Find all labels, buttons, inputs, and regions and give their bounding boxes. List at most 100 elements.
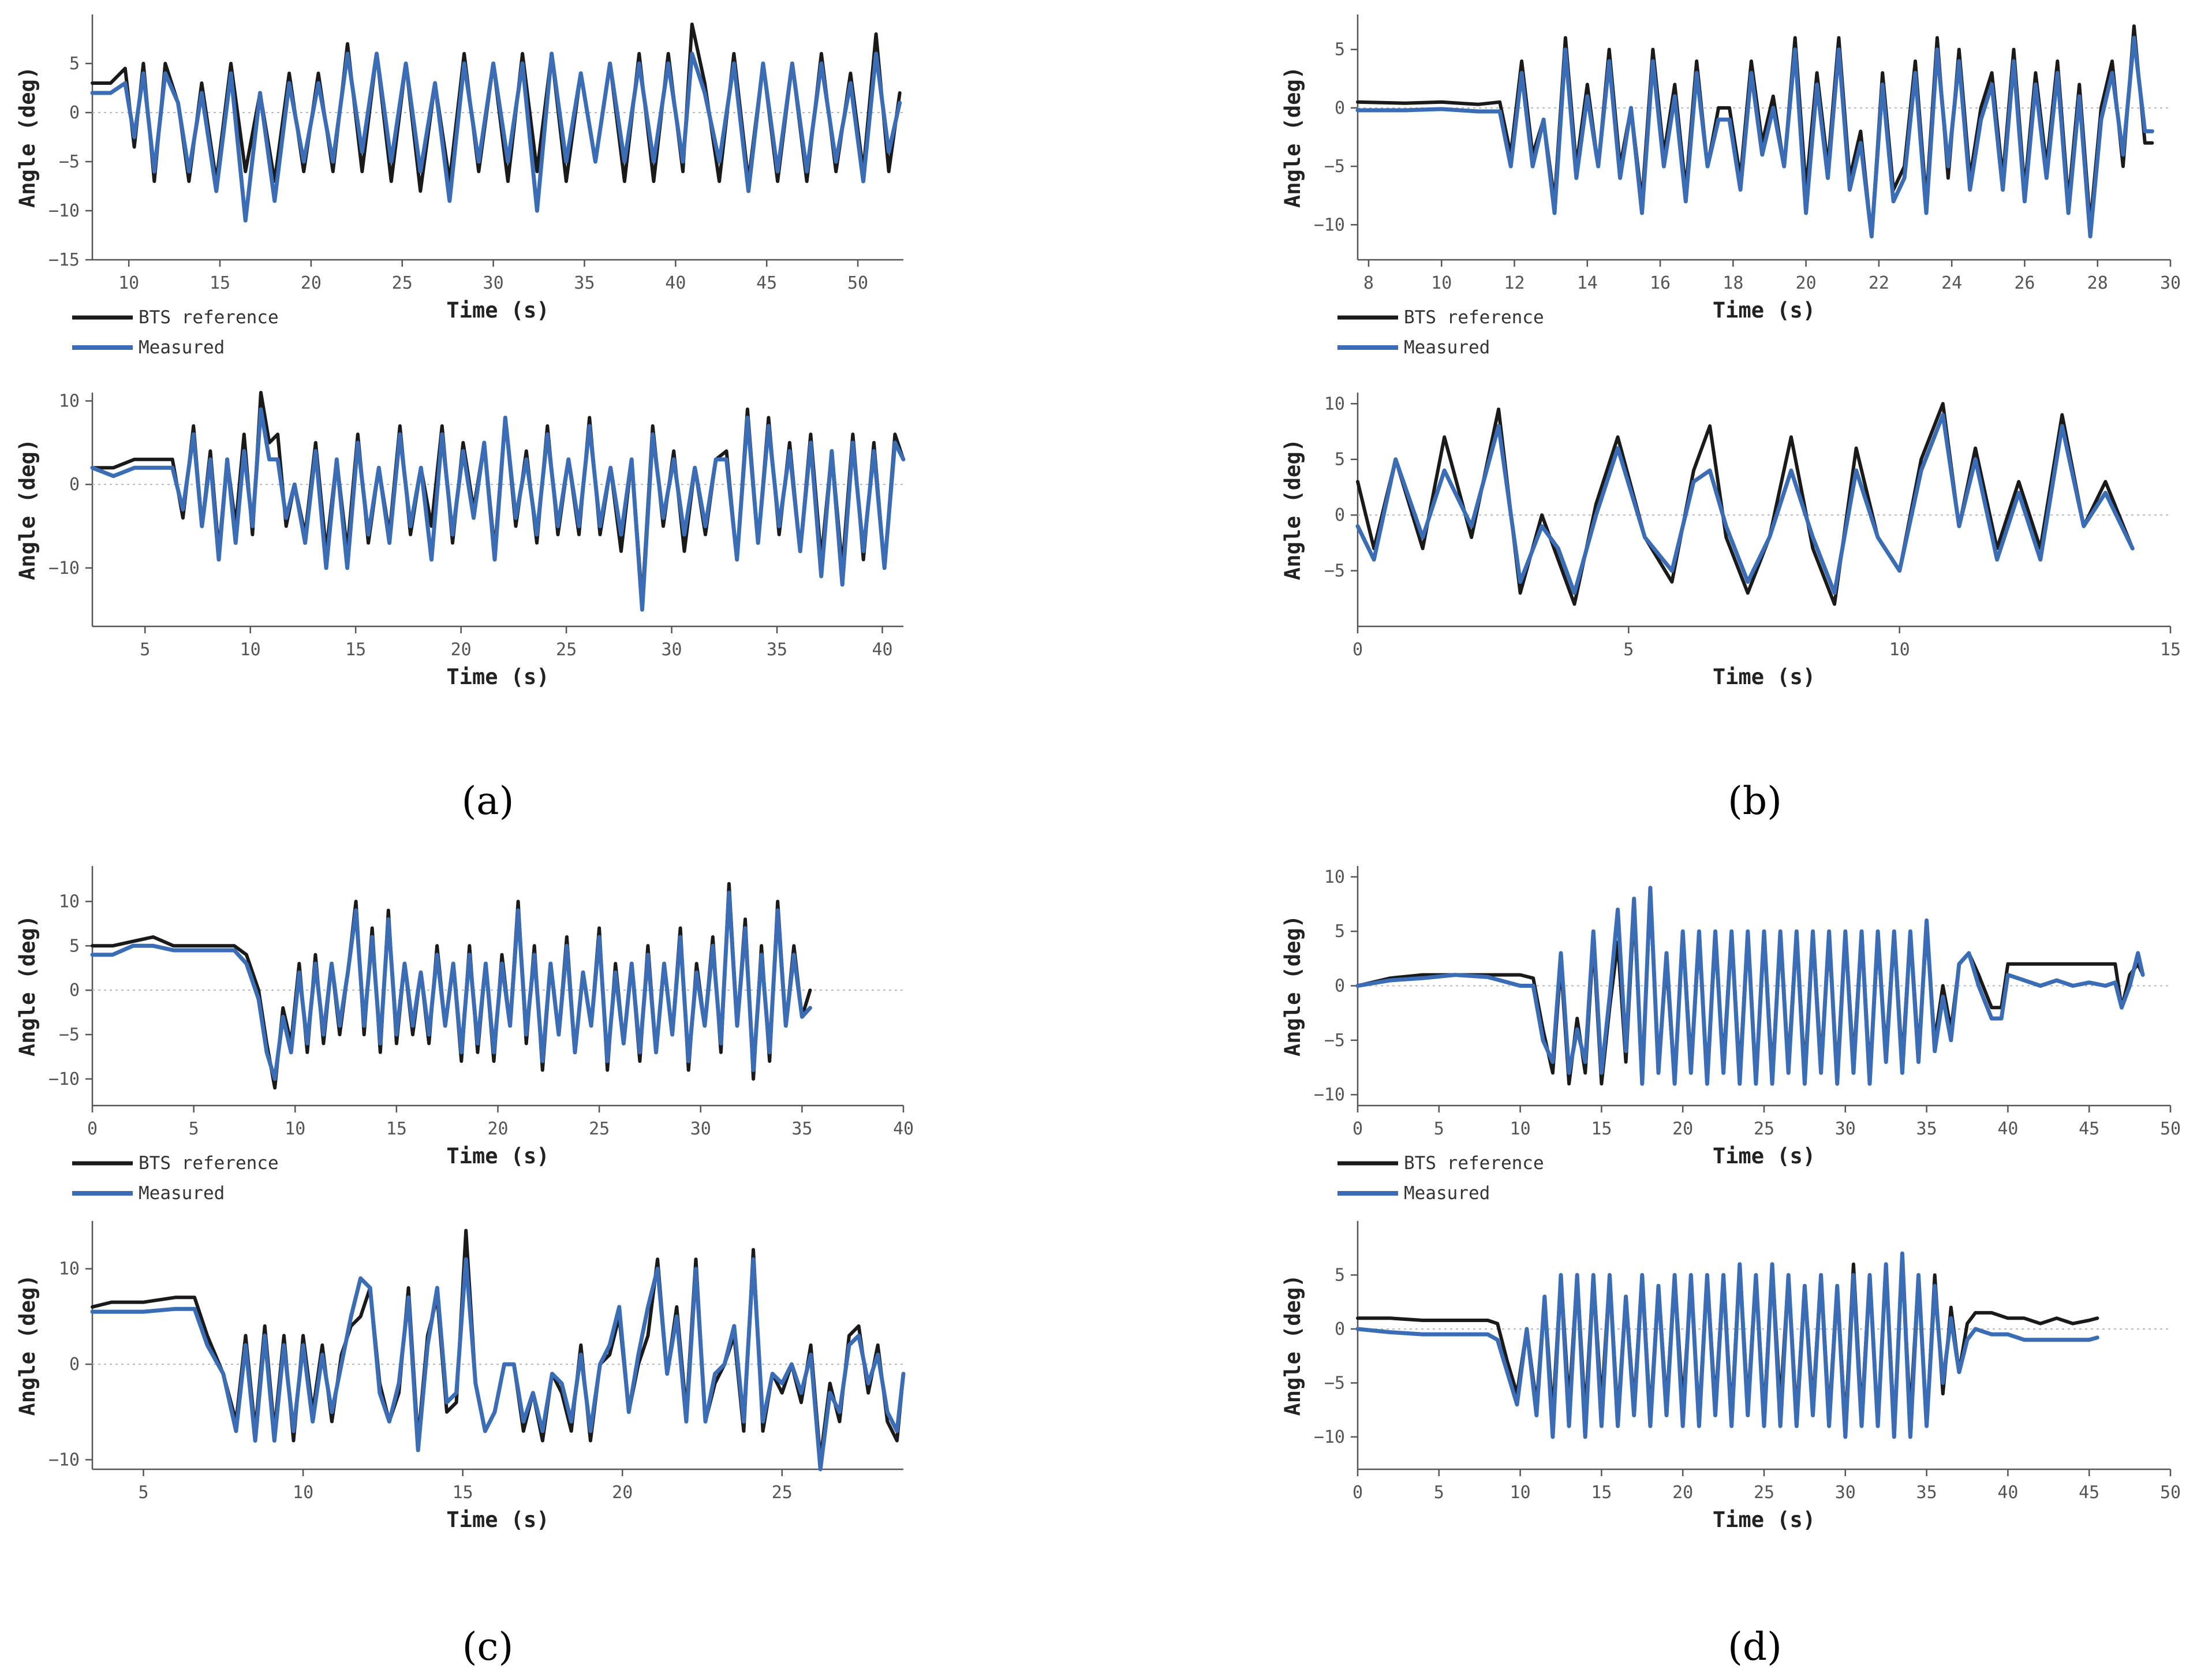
x-tick-label: 25 [1754, 1483, 1774, 1503]
x-tick-label: 15 [453, 1483, 473, 1503]
y-tick-label: 10 [59, 391, 80, 411]
x-tick-label: 40 [1997, 1119, 2018, 1139]
y-axis-label: Angle (deg) [1280, 66, 1305, 208]
x-tick-label: 20 [1796, 273, 1817, 293]
series-line-bts-reference [91, 1229, 905, 1462]
series-line-measured [1355, 886, 2145, 1086]
x-tick-label: 50 [2160, 1483, 2181, 1503]
x-tick-label: 20 [1672, 1483, 1693, 1503]
x-tick-label: 10 [1431, 273, 1452, 293]
legend-label: BTS reference [139, 307, 279, 328]
x-tick-label: 35 [1916, 1483, 1937, 1503]
x-tick-label: 50 [2160, 1119, 2181, 1139]
x-tick-label: 10 [118, 273, 139, 293]
x-tick-label: 5 [138, 1483, 148, 1503]
series-line-measured [90, 890, 812, 1081]
x-tick-label: 40 [872, 640, 892, 660]
x-axis-label: Time (s) [446, 298, 549, 323]
x-tick-label: 10 [293, 1483, 313, 1503]
series-line-measured [90, 51, 902, 223]
x-tick-label: 45 [2079, 1119, 2099, 1139]
y-tick-label: 5 [1335, 921, 1345, 942]
x-tick-label: 5 [1434, 1483, 1444, 1503]
x-tick-label: 16 [1650, 273, 1671, 293]
chart-a-bottom: 5 10 15 20 25 30 35 40 −10 0 10 Time (s) Angle (deg) [15, 391, 906, 689]
y-tick-label: −10 [1314, 1427, 1345, 1447]
x-tick-label: 26 [2014, 273, 2035, 293]
chart-c-top: 0 5 10 15 20 25 30 35 40 −10 −5 0 5 10 Time (s) Angle (… [15, 866, 914, 1204]
x-tick-label: 10 [285, 1119, 305, 1139]
x-tick-label: 40 [893, 1119, 914, 1139]
x-tick-label: 25 [772, 1483, 793, 1503]
x-tick-label: 25 [392, 273, 413, 293]
y-axis-label: Angle (deg) [1280, 439, 1305, 580]
x-axis-label: Time (s) [446, 1144, 549, 1168]
y-tick-label: −5 [59, 1025, 80, 1045]
legend-label: Measured [1404, 337, 1490, 358]
y-axis-label: Angle (deg) [15, 439, 40, 580]
series-line-measured [90, 1257, 906, 1472]
x-tick-label: 15 [2160, 640, 2181, 660]
y-tick-label: 5 [1335, 450, 1345, 470]
series-line-measured [1355, 1251, 2099, 1439]
y-tick-label: −10 [48, 558, 80, 578]
x-tick-label: 20 [612, 1483, 633, 1503]
y-axis-label: Angle (deg) [15, 66, 40, 208]
x-tick-label: 25 [556, 640, 577, 660]
panel-caption-c: (c) [462, 1625, 513, 1669]
x-tick-label: 30 [483, 273, 504, 293]
x-tick-label: 20 [451, 640, 472, 660]
x-tick-label: 24 [1941, 273, 1962, 293]
y-tick-label: 0 [69, 980, 80, 1000]
series-line-measured [1355, 36, 2154, 238]
panel-caption-b: (b) [1728, 779, 1782, 823]
x-tick-label: 30 [662, 640, 682, 660]
x-tick-label: 40 [665, 273, 686, 293]
chart-b-top: 8 10 12 14 16 18 20 22 24 26 28 30 −10 −5 0 5 Time (s) An… [1280, 14, 2181, 358]
y-tick-label: 0 [1335, 98, 1345, 118]
legend-label: BTS reference [1404, 307, 1544, 328]
x-tick-label: 40 [1997, 1483, 2018, 1503]
chart-b-bottom: 0 5 10 15 −5 0 5 10 Time (s) Angle (deg) [1280, 393, 2181, 689]
y-tick-label: −10 [48, 1450, 80, 1470]
y-tick-label: 5 [1335, 40, 1345, 60]
x-tick-label: 30 [2160, 273, 2181, 293]
x-axis-label: Time (s) [1713, 1144, 1815, 1168]
x-tick-label: 30 [1835, 1483, 1856, 1503]
y-tick-label: 5 [69, 54, 80, 74]
x-tick-label: 25 [1754, 1119, 1774, 1139]
y-tick-label: 10 [1324, 867, 1345, 887]
y-tick-label: 0 [69, 475, 80, 495]
x-tick-label: 15 [210, 273, 230, 293]
legend: BTS reference Measured [72, 307, 279, 358]
x-tick-label: 15 [1591, 1483, 1612, 1503]
x-tick-label: 5 [140, 640, 150, 660]
legend-label: BTS reference [1404, 1153, 1544, 1174]
x-tick-label: 15 [386, 1119, 407, 1139]
legend-label: Measured [139, 1183, 225, 1204]
x-tick-label: 30 [690, 1119, 711, 1139]
y-tick-label: 0 [69, 103, 80, 123]
x-tick-label: 45 [756, 273, 777, 293]
chart-d-top: 0 5 10 15 20 25 30 35 40 45 50 −10 −5 0 5 10 Time (s) Ang… [1280, 866, 2181, 1204]
x-tick-label: 12 [1504, 273, 1525, 293]
x-tick-label: 5 [1434, 1119, 1444, 1139]
y-tick-label: −5 [1324, 561, 1345, 581]
y-tick-label: 0 [69, 1354, 80, 1375]
legend: BTS reference Measured [1337, 307, 1544, 358]
y-tick-label: 5 [69, 936, 80, 956]
x-axis-label: Time (s) [1713, 298, 1815, 323]
y-tick-label: 0 [1335, 976, 1345, 996]
x-tick-label: 15 [1591, 1119, 1612, 1139]
x-tick-label: 15 [345, 640, 366, 660]
y-tick-label: 10 [59, 1259, 80, 1279]
y-tick-label: −5 [1324, 156, 1345, 177]
y-tick-label: −10 [48, 1069, 80, 1089]
y-tick-label: −10 [1314, 1085, 1345, 1105]
y-axis-label: Angle (deg) [15, 1274, 40, 1416]
x-tick-label: 30 [1835, 1119, 1856, 1139]
x-tick-label: 5 [1623, 640, 1634, 660]
y-tick-label: 0 [1335, 505, 1345, 525]
